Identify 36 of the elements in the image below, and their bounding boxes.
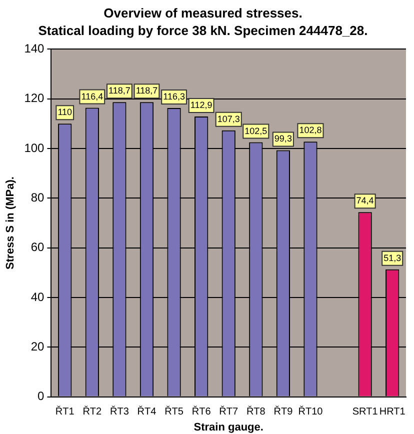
data-label: 99,3 — [274, 134, 292, 144]
x-tick-label: ŘT3 — [110, 406, 130, 418]
y-tick-label: 140 — [24, 42, 45, 56]
y-tick-label: 60 — [30, 240, 45, 254]
x-tick-label: ŘT6 — [192, 406, 212, 418]
data-label: 118,7 — [136, 86, 158, 96]
x-tick-label: ŘT4 — [137, 406, 157, 418]
data-label: 116,4 — [81, 91, 104, 102]
data-label: 102,8 — [299, 125, 322, 136]
data-label: 107,3 — [217, 114, 240, 124]
data-label: 112,9 — [190, 100, 212, 110]
x-tick-label: ŘT1 — [55, 406, 75, 418]
data-label: 118,7 — [108, 86, 130, 96]
data-label: 51,3 — [384, 252, 402, 263]
x-tick-label: ŘT8 — [246, 406, 266, 418]
y-axis-title: Stress S in (MPa). — [4, 176, 17, 270]
x-axis-title: Strain gauge. — [194, 421, 264, 434]
y-tick-label: 20 — [30, 339, 45, 354]
chart-title: Overview of measured stresses. — [104, 5, 302, 20]
x-tick-label: SRT1 — [352, 406, 378, 418]
data-label: 116,3 — [163, 92, 185, 102]
x-tick-label: ŘT7 — [219, 406, 238, 418]
x-tick-label: ŘT5 — [164, 406, 184, 418]
x-tick-label: HRT1 — [379, 406, 406, 418]
y-tick-label: 100 — [24, 140, 45, 155]
data-label: 102,5 — [244, 126, 268, 136]
y-tick-label: 80 — [30, 190, 45, 204]
data-label: 110 — [58, 107, 72, 118]
chart-subtitle: Statical loading by force 38 kN. Specimen 244478_28. — [38, 22, 368, 38]
y-tick-label: 40 — [30, 290, 45, 304]
x-tick-label: ŘT9 — [274, 406, 294, 418]
y-tick-label: 0 — [38, 389, 45, 404]
x-tick-label: ŘT10 — [298, 406, 324, 418]
data-label: 74,4 — [356, 196, 374, 206]
y-tick-label: 120 — [24, 91, 45, 106]
x-tick-label: ŘT2 — [82, 406, 102, 418]
